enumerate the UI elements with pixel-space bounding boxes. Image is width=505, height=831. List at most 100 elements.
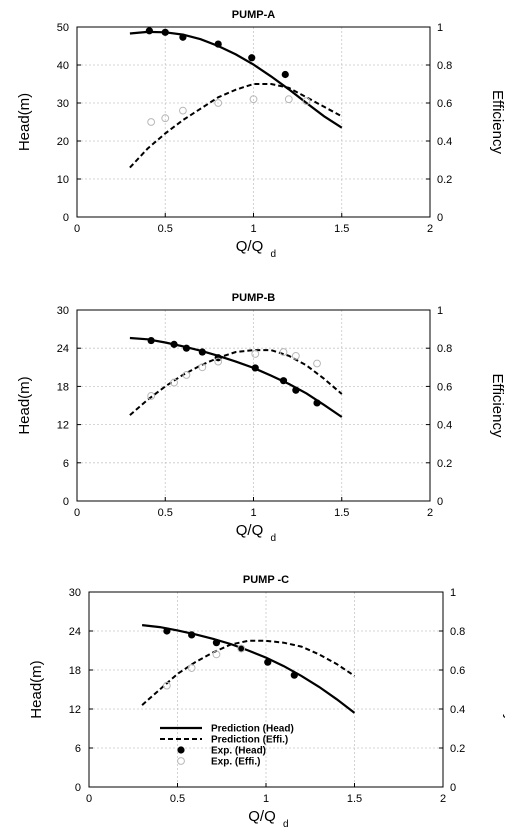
- data-point-exp-effi: [214, 99, 223, 107]
- y-axis-label: Head(m): [16, 93, 33, 151]
- data-point-exp-effi: [313, 359, 321, 368]
- data-point-exp-head: [292, 386, 300, 394]
- y2-tick-label: 0.2: [437, 174, 452, 186]
- y-tick-label: 24: [57, 343, 69, 355]
- data-point-exp-effi: [237, 644, 246, 653]
- x-axis-label: Q/Q: [248, 808, 276, 825]
- data-point-exp-head: [251, 364, 259, 372]
- chart-title: PUMP-A: [232, 9, 275, 21]
- data-point-exp-head: [145, 27, 153, 35]
- y2-tick-label: 0.6: [437, 98, 452, 110]
- data-point-exp-effi: [284, 95, 293, 104]
- series-line-prediction-effi: [129, 83, 343, 169]
- y2-tick-label: 0.2: [437, 458, 452, 470]
- data-point-exp-head: [279, 377, 288, 385]
- y2-tick-label: 0.8: [450, 626, 465, 638]
- y-tick-label: 24: [69, 626, 81, 638]
- legend-swatch-filled-marker: [177, 746, 185, 754]
- data-point-exp-effi: [291, 351, 300, 360]
- y-tick-label: 0: [63, 212, 69, 224]
- data-point-exp-head: [161, 28, 169, 36]
- x-tick-label: 0: [74, 507, 80, 519]
- y2-tick-label: 0.2: [450, 743, 465, 755]
- y2-tick-label: 0.8: [437, 60, 452, 72]
- y-tick-label: 18: [57, 381, 69, 393]
- chart-panel-2: PUMP-B 0 6 12 18 24 30 0 0.2 0.4 0.6 0.8 1 0 0.5 1 1.5 2 H…: [16, 292, 505, 544]
- y2-tick-label: 1: [437, 22, 443, 34]
- data-point-exp-effi: [249, 95, 258, 104]
- y-tick-label: 6: [63, 458, 69, 470]
- y-tick-label: 0: [63, 496, 69, 508]
- x-axis-label: Q/Q: [236, 238, 264, 255]
- x-tick-label: 0.5: [158, 507, 173, 519]
- data-point-exp-effi: [182, 371, 191, 379]
- series-line-prediction-head: [129, 30, 343, 129]
- series-line-prediction-head: [129, 336, 343, 418]
- x-tick-label: 1: [250, 223, 256, 235]
- legend-entry-label: Exp. (Effi.): [211, 757, 260, 768]
- data-point-exp-head: [163, 627, 171, 635]
- chart-legend: Prediction (Head)Prediction (Effi.)Exp. …: [160, 724, 294, 768]
- data-point-exp-head: [248, 54, 256, 62]
- data-point-exp-effi: [302, 97, 311, 105]
- y2-tick-label: 1: [437, 305, 443, 317]
- data-point-exp-head: [281, 70, 289, 79]
- data-point-exp-effi: [162, 681, 171, 690]
- data-point-exp-effi: [170, 378, 178, 387]
- data-point-exp-head: [212, 639, 221, 647]
- data-point-exp-effi: [198, 363, 207, 372]
- data-point-exp-effi: [161, 114, 170, 123]
- x-tick-label: 2: [427, 223, 433, 235]
- y2-tick-label: 0.4: [437, 420, 452, 432]
- data-point-exp-head: [313, 399, 321, 407]
- y-tick-label: 10: [57, 174, 69, 186]
- y-tick-label: 6: [75, 743, 81, 755]
- y-tick-label: 30: [57, 98, 69, 110]
- data-point-exp-effi: [212, 650, 221, 659]
- chart-title: PUMP -C: [243, 574, 289, 586]
- data-point-exp-head: [182, 344, 191, 352]
- y-tick-label: 50: [57, 22, 69, 34]
- legend-entry-label: Prediction (Effi.): [211, 735, 288, 746]
- y-tick-label: 30: [57, 305, 69, 317]
- data-point-exp-effi: [214, 357, 223, 366]
- y-axis-label: Head(m): [28, 660, 45, 718]
- y2-tick-label: 0.6: [450, 665, 465, 677]
- x-axis-label-subscript: d: [271, 533, 277, 544]
- y2-axis-label: Efficiency: [489, 374, 505, 438]
- data-point-exp-effi: [147, 118, 156, 126]
- y2-tick-label: 0: [437, 212, 443, 224]
- data-point-exp-head: [170, 340, 178, 348]
- data-point-exp-effi: [187, 664, 196, 672]
- data-point-exp-head: [179, 33, 187, 41]
- chart-panel-3: PUMP -C 0 6 12 18 24 30 0 0.2 0.4 0.6 0.8 1 0 0.5 1 1.5 2…: [28, 574, 505, 830]
- y2-tick-label: 0: [437, 496, 443, 508]
- x-tick-label: 2: [427, 507, 433, 519]
- y-tick-label: 40: [57, 60, 69, 72]
- series-line-prediction-head: [141, 624, 356, 714]
- x-tick-label: 1.5: [334, 507, 349, 519]
- x-tick-label: 1.5: [347, 793, 362, 805]
- y-tick-label: 30: [69, 587, 81, 599]
- x-tick-label: 0: [74, 223, 80, 235]
- series-line-prediction-effi: [129, 349, 343, 416]
- legend-entry-label: Prediction (Head): [211, 724, 294, 735]
- chart-title: PUMP-B: [232, 292, 275, 304]
- data-point-exp-head: [188, 631, 196, 639]
- x-tick-label: 0.5: [170, 793, 185, 805]
- data-point-exp-head: [264, 658, 272, 666]
- data-point-exp-head: [214, 40, 222, 48]
- x-tick-label: 0: [86, 793, 92, 805]
- data-point-exp-effi: [147, 392, 156, 400]
- y-tick-label: 18: [69, 665, 81, 677]
- y2-tick-label: 0.4: [437, 136, 452, 148]
- y2-tick-label: 1: [450, 587, 456, 599]
- data-point-exp-head: [198, 348, 206, 356]
- data-point-exp-effi: [279, 348, 288, 356]
- data-point-exp-effi: [179, 106, 187, 115]
- legend-swatch-open-marker: [177, 757, 185, 765]
- x-tick-label: 1: [263, 793, 269, 805]
- legend-entry-label: Exp. (Head): [211, 746, 266, 757]
- y2-tick-label: 0.6: [437, 381, 452, 393]
